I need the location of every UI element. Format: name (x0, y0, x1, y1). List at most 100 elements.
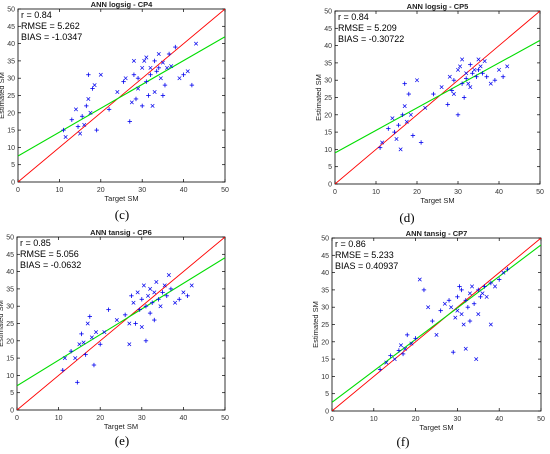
x-tick-label: 10 (370, 416, 378, 423)
data-point (476, 287, 481, 293)
data-point (446, 298, 452, 303)
data-point-d2 (189, 283, 194, 288)
data-point-d2 (380, 140, 385, 145)
data-point (133, 96, 139, 102)
data-point (449, 88, 455, 93)
data-point (141, 283, 146, 288)
data-point-d2 (73, 356, 78, 361)
data-point (472, 67, 477, 72)
data-point (143, 338, 149, 343)
data-point (478, 294, 483, 300)
x-tick-label: 40 (495, 416, 503, 423)
y-tick-label: 30 (7, 76, 15, 83)
data-point-d2 (455, 67, 461, 72)
data-point-d2 (501, 270, 506, 275)
y-tick-label: 40 (7, 41, 15, 48)
data-point-d2 (150, 103, 155, 108)
data-point (69, 117, 75, 122)
x-tick-label: 50 (221, 187, 229, 194)
data-point (455, 67, 461, 72)
data-point (492, 78, 498, 83)
data-point-d2 (458, 64, 463, 69)
data-point (127, 342, 132, 347)
data-point (166, 51, 172, 57)
data-point (114, 318, 119, 323)
x-tick-label: 40 (180, 415, 188, 422)
data-point (478, 64, 483, 69)
data-point (129, 100, 134, 105)
data-point-d2 (140, 65, 145, 70)
data-point (63, 135, 68, 140)
data-point (160, 60, 165, 65)
stat-0: r = 0.85 (20, 238, 51, 248)
regression-line (332, 244, 541, 403)
data-point-d2 (73, 107, 78, 112)
data-point (169, 64, 174, 69)
data-point (79, 114, 85, 119)
data-point-d2 (460, 57, 465, 62)
data-point (106, 307, 111, 312)
data-point (122, 312, 128, 318)
data-point (392, 357, 397, 362)
x-tick-label: 0 (330, 416, 334, 423)
y-tick-label: 45 (321, 253, 329, 260)
data-point (83, 352, 88, 357)
identity-line (17, 237, 225, 410)
data-point (164, 293, 169, 299)
data-point (392, 129, 397, 135)
data-point-d2 (505, 64, 510, 69)
data-point-d2 (476, 57, 481, 62)
data-point (480, 291, 485, 296)
data-point (92, 83, 97, 88)
data-point (73, 107, 78, 112)
data-point-d2 (384, 360, 389, 365)
data-point (471, 301, 477, 306)
data-point-d2 (136, 86, 141, 91)
data-point (459, 312, 464, 317)
data-point-d2 (461, 322, 466, 327)
data-point (185, 293, 190, 299)
data-point (431, 91, 436, 97)
data-point (505, 64, 510, 69)
data-point (156, 65, 161, 71)
data-point (131, 300, 136, 305)
data-point-d2 (409, 341, 414, 346)
y-tick-label: 50 (321, 236, 329, 243)
data-point (455, 112, 461, 117)
y-tick-label: 15 (6, 356, 14, 363)
chart-title: ANN logsig - CP5 (407, 2, 469, 11)
data-point (505, 266, 510, 272)
data-point (135, 76, 141, 81)
y-axis-label: Estimated SM (0, 72, 6, 119)
data-point (137, 307, 142, 312)
x-tick-label: 50 (537, 416, 545, 423)
data-point (78, 131, 83, 136)
data-point (173, 300, 178, 305)
data-point (148, 286, 153, 291)
data-point (470, 284, 475, 289)
data-point-d2 (408, 112, 413, 117)
data-point-d2 (466, 81, 471, 86)
data-point (484, 74, 489, 79)
data-point (94, 330, 99, 335)
data-point (447, 74, 452, 79)
y-tick-label: 5 (325, 391, 329, 398)
scatter-panel-cp4: 0 10 20 30 40 50 0 5 10 15 20 25 30 35 40 45 50 ANN logsi… (0, 0, 229, 203)
data-point (488, 280, 494, 286)
y-tick-label: 50 (7, 7, 15, 14)
data-point-d2 (423, 105, 428, 110)
data-point (464, 71, 469, 76)
data-point-d2 (185, 69, 190, 74)
data-point-d2 (166, 273, 171, 278)
data-point-d2 (89, 335, 94, 340)
data-point (409, 341, 414, 346)
data-point (484, 294, 489, 299)
stat-1: RMSE = 5.056 (20, 249, 79, 259)
data-point (68, 348, 74, 354)
data-point (147, 310, 153, 316)
data-point (98, 342, 103, 347)
data-point-d2 (139, 324, 144, 329)
data-point (181, 72, 186, 77)
data-point (413, 336, 418, 341)
data-point-d2 (442, 301, 447, 306)
